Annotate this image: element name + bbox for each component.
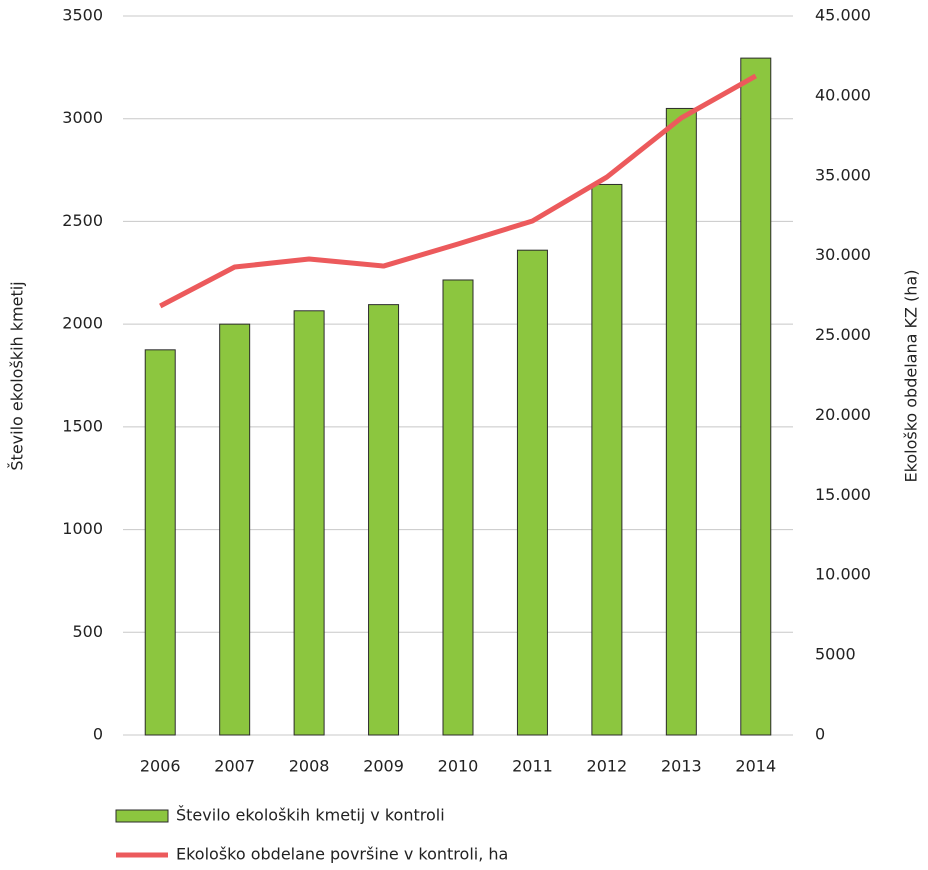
x-tick-label: 2011 [512,757,553,776]
legend-label: Število ekoloških kmetij v kontroli [176,806,445,825]
bar [665,107,697,736]
x-tick-label: 2010 [438,757,479,776]
x-tick-label: 2007 [214,757,255,776]
y2-tick-label: 45.000 [815,6,871,25]
y-tick-label: 3500 [62,6,103,25]
y2-tick-label: 20.000 [815,405,871,424]
y-tick-label: 0 [93,725,103,744]
y-tick-label: 1000 [62,519,103,538]
bar [293,310,325,736]
bar [591,183,623,736]
y2-tick-label: 10.000 [815,565,871,584]
y-tick-label: 3000 [62,108,103,127]
x-tick-label: 2008 [289,757,330,776]
bar [144,349,176,736]
x-tick-label: 2014 [735,757,776,776]
y-tick-label: 500 [72,622,103,641]
x-tick-label: 2009 [363,757,404,776]
legend-label: Ekološko obdelane površine v kontroli, h… [176,845,508,864]
x-tick-label: 2012 [587,757,628,776]
bar [442,279,474,736]
bar [516,249,548,736]
y2-tick-label: 15.000 [815,485,871,504]
y2-tick-label: 25.000 [815,325,871,344]
y2-tick-label: 5000 [815,645,856,664]
bar [740,57,772,736]
y2-axis-title: Ekološko obdelana KZ (ha) [902,270,921,483]
bar [219,323,251,736]
y2-tick-label: 30.000 [815,245,871,264]
line [159,73,758,309]
legend-swatch [115,809,169,823]
x-tick-label: 2013 [661,757,702,776]
y-tick-label: 1500 [62,416,103,435]
y2-tick-label: 40.000 [815,85,871,104]
y2-tick-label: 0 [815,725,825,744]
y2-tick-label: 35.000 [815,165,871,184]
x-tick-label: 2006 [140,757,181,776]
y-axis-title: Število ekoloških kmetij [8,281,27,470]
y-tick-label: 2000 [62,314,103,333]
bar [368,304,400,736]
y-tick-label: 2500 [62,211,103,230]
